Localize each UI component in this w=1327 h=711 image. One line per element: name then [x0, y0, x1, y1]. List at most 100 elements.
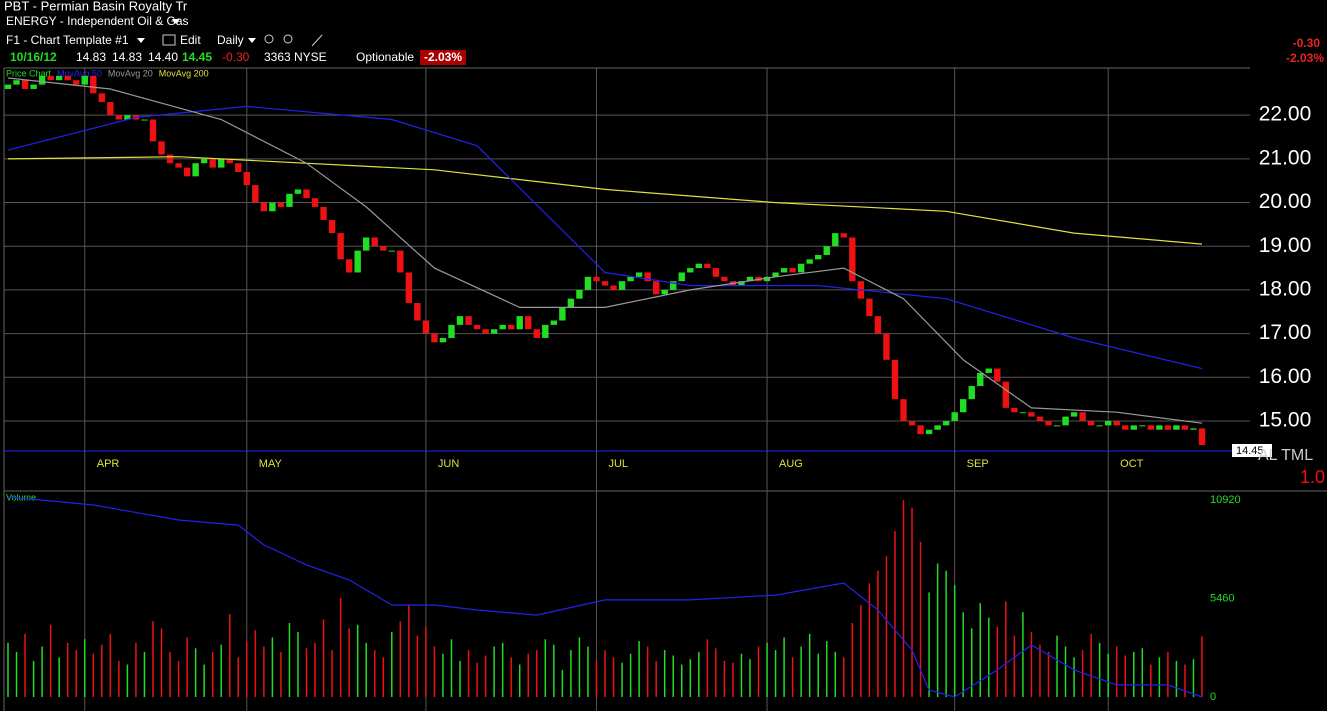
- candle: [277, 202, 285, 207]
- draw-tool[interactable]: [311, 34, 323, 47]
- candle: [1190, 428, 1197, 430]
- candle: [269, 202, 276, 212]
- candle: [328, 220, 336, 234]
- candle: [738, 281, 745, 286]
- quote-volume: 3363: [264, 50, 291, 64]
- candle: [175, 163, 182, 168]
- legend-entry: MovAvg 50: [57, 68, 102, 78]
- candle: [712, 268, 720, 277]
- candle: [200, 158, 208, 164]
- candle: [763, 276, 771, 282]
- candle: [235, 163, 242, 172]
- candle: [4, 84, 12, 89]
- candle: [311, 198, 319, 207]
- candle: [832, 233, 839, 247]
- zoom-in[interactable]: [264, 34, 274, 44]
- price-tag: 14.45: [1236, 445, 1264, 457]
- candle: [772, 272, 779, 277]
- x-tick-label: SEP: [967, 458, 989, 470]
- quote-last: 14.45: [182, 50, 212, 64]
- candle: [576, 289, 583, 299]
- x-tick-label: OCT: [1120, 458, 1144, 470]
- candle: [542, 324, 549, 338]
- candle: [55, 75, 63, 81]
- dropdown-arrow[interactable]: [172, 19, 180, 24]
- volume-tick-label: 0: [1210, 691, 1216, 703]
- x-tick-label: JUL: [608, 458, 628, 470]
- edit-icon[interactable]: [162, 34, 176, 46]
- y-tick-label: 16.00: [1259, 365, 1312, 388]
- y-tick-label: 15.00: [1259, 409, 1312, 432]
- candle: [1104, 420, 1112, 426]
- candle: [883, 333, 890, 360]
- candle: [465, 316, 472, 325]
- candle: [593, 276, 600, 282]
- edit-button[interactable]: Edit: [180, 33, 201, 47]
- candle: [1062, 416, 1069, 426]
- candle: [1139, 425, 1146, 427]
- candle: [209, 158, 216, 168]
- candle: [354, 250, 361, 273]
- candle: [439, 337, 447, 343]
- period[interactable]: Daily: [217, 33, 244, 47]
- candle: [1122, 425, 1129, 430]
- candle: [559, 307, 566, 321]
- candle: [815, 254, 822, 260]
- right-change: -0.30: [1293, 36, 1321, 50]
- pct-change: -2.03%: [424, 50, 462, 64]
- x-tick-label: MAY: [259, 458, 283, 470]
- volume-legend: Volume: [6, 492, 36, 502]
- dropdown-arrow[interactable]: [248, 38, 256, 43]
- volume-tick-label: 5460: [1210, 592, 1234, 604]
- volume-indicator: [7, 496, 1203, 698]
- candle: [1011, 407, 1018, 413]
- candle: [1079, 412, 1086, 421]
- candle: [977, 372, 984, 387]
- sector[interactable]: ENERGY - Independent Oil & Gas: [6, 14, 189, 28]
- moving-average: [7, 156, 1203, 245]
- candle: [746, 276, 754, 282]
- candle: [1053, 425, 1061, 427]
- candle: [874, 316, 882, 334]
- candle: [320, 206, 327, 221]
- candle: [1173, 425, 1180, 430]
- candle: [1096, 425, 1103, 427]
- candle: [226, 158, 233, 164]
- candle: [507, 324, 515, 330]
- candle: [1130, 425, 1137, 430]
- marks: [4, 75, 1206, 698]
- candle: [192, 163, 199, 177]
- candle: [397, 250, 404, 273]
- candle: [806, 259, 813, 264]
- candle: [618, 281, 626, 290]
- candle: [1156, 425, 1163, 430]
- quote-high: 14.83: [112, 50, 142, 64]
- x-tick-label: APR: [97, 458, 120, 470]
- candle: [951, 412, 958, 421]
- candle: [388, 250, 395, 252]
- candle: [166, 154, 174, 164]
- pct-badge: [420, 50, 466, 65]
- legend-entry: MovAvg 200: [159, 68, 209, 78]
- candle: [13, 80, 20, 85]
- candle: [849, 237, 856, 282]
- candle: [47, 75, 54, 81]
- quote-date: 10/16/12: [10, 50, 57, 64]
- zoom-out[interactable]: [283, 34, 293, 44]
- legend-entry: MovAvg 20: [108, 68, 153, 78]
- dropdown-arrow[interactable]: [137, 38, 145, 43]
- template[interactable]: F1 - Chart Template #1: [6, 33, 129, 47]
- candle: [823, 246, 830, 255]
- candle: [1087, 420, 1095, 426]
- right-pct: -2.03%: [1286, 51, 1324, 65]
- symbol[interactable]: PBT - Permian Basin Royalty Tr: [4, 0, 188, 13]
- quote-open: 14.83: [76, 50, 106, 64]
- volume-tick-label: 10920: [1210, 494, 1241, 506]
- candle: [124, 115, 131, 120]
- moving-average: [7, 105, 1203, 370]
- candle: [98, 93, 106, 103]
- candle: [917, 425, 924, 435]
- candle: [661, 289, 668, 295]
